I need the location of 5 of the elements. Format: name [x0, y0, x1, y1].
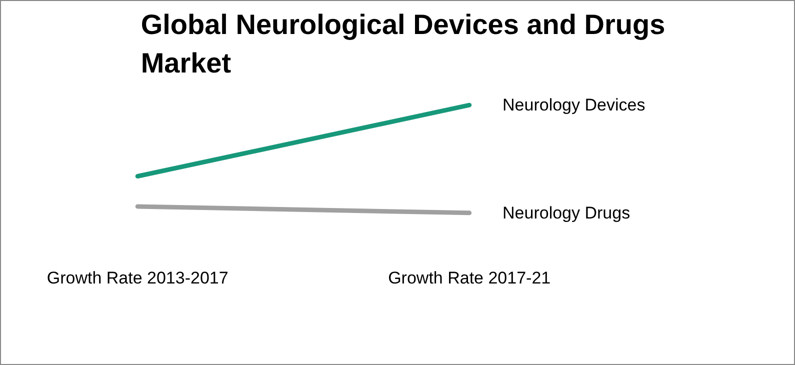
x-tick-label: Growth Rate 2013-2017 — [46, 268, 228, 288]
x-tick-label: Growth Rate 2017-21 — [388, 268, 551, 288]
series-label: Neurology Drugs — [502, 203, 630, 222]
series-label: Neurology Devices — [502, 96, 646, 115]
chart-title: Global Neurological Devices and Drugs Market — [140, 8, 666, 78]
